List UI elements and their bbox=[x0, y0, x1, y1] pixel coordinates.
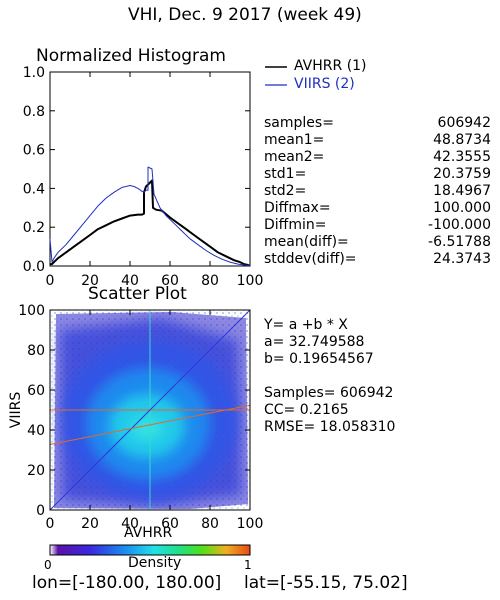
samples-text: Samples= 606942 bbox=[264, 385, 394, 401]
scatter-overlay bbox=[50, 310, 250, 510]
stat-label: stddev(diff)= bbox=[264, 251, 357, 267]
scatter-x-tick-label: 40 bbox=[121, 516, 139, 532]
series-line-avhrr bbox=[50, 179, 251, 267]
page-title: VHI, Dec. 9 2017 (week 49) bbox=[128, 5, 362, 25]
scatter-y-tick-label: 60 bbox=[27, 383, 45, 399]
scatter-x-tick-label: 60 bbox=[161, 516, 179, 532]
legend-label-avhrr: AVHRR (1) bbox=[294, 58, 367, 74]
regression-equation: Y= a +b * X bbox=[264, 317, 348, 333]
stat-value: -100.000 bbox=[428, 217, 491, 233]
scatter-title: Scatter Plot bbox=[88, 284, 187, 304]
scatter-y-tick-label: 20 bbox=[27, 463, 45, 479]
colorbar-min: 0 bbox=[44, 558, 52, 572]
stat-value: 24.3743 bbox=[433, 251, 491, 267]
scatter-x-tick-label: 100 bbox=[237, 516, 264, 532]
regression-line bbox=[50, 404, 250, 445]
stat-label: mean2= bbox=[264, 149, 325, 165]
regression-b: b= 0.19654567 bbox=[264, 351, 374, 367]
histogram-series bbox=[49, 166, 251, 267]
scatter-axes: 0 20 40 60 80 100 0 20 40 60 80 100 bbox=[18, 303, 263, 532]
scatter-ylabel: VIIRS bbox=[8, 391, 25, 429]
hist-y-tick-label: 0.0 bbox=[23, 259, 45, 275]
series-line-viirs bbox=[49, 166, 251, 267]
legend-label-viirs: VIIRS (2) bbox=[294, 76, 355, 92]
stat-value: 48.8734 bbox=[433, 132, 491, 148]
histogram-frame bbox=[49, 71, 251, 267]
stat-label: mean1= bbox=[264, 132, 325, 148]
stat-label: std1= bbox=[264, 166, 307, 182]
stat-value: 42.3555 bbox=[433, 149, 491, 165]
stat-value: -6.51788 bbox=[428, 234, 491, 250]
stat-label: std2= bbox=[264, 183, 307, 199]
hist-x-tick-label: 80 bbox=[201, 273, 219, 289]
histogram-axes: 0 20 40 60 80 100 0.0 0.2 0.4 0.6 0.8 1.0 bbox=[23, 65, 264, 289]
one-to-one-line bbox=[50, 310, 250, 510]
stat-label: Diffmax= bbox=[264, 200, 331, 216]
hist-y-tick-label: 0.2 bbox=[23, 220, 45, 236]
stat-value: 606942 bbox=[437, 115, 491, 131]
footer-lon: lon=[-180.00, 180.00] bbox=[32, 573, 222, 593]
colorbar bbox=[49, 544, 251, 556]
hist-x-tick-label: 0 bbox=[46, 273, 55, 289]
hist-y-tick-label: 0.4 bbox=[23, 181, 45, 197]
scatter-y-tick-label: 80 bbox=[27, 343, 45, 359]
scatter-x-tick-label: 0 bbox=[46, 516, 55, 532]
scatter-y-tick-label: 100 bbox=[18, 303, 45, 319]
regression-a: a= 32.749588 bbox=[264, 334, 365, 350]
colorbar-max: 1 bbox=[244, 558, 252, 572]
scatter-frame bbox=[49, 309, 251, 511]
colorbar-label: Density bbox=[128, 555, 182, 571]
stat-label: Diffmin= bbox=[264, 217, 327, 233]
hist-y-tick-label: 1.0 bbox=[23, 65, 45, 81]
hist-x-tick-label: 100 bbox=[237, 273, 264, 289]
scatter-y-tick-label: 0 bbox=[36, 503, 45, 519]
scatter-x-tick-label: 20 bbox=[81, 516, 99, 532]
hist-y-tick-label: 0.8 bbox=[23, 104, 45, 120]
cc-text: CC= 0.2165 bbox=[264, 402, 349, 418]
scatter-y-tick-label: 40 bbox=[27, 423, 45, 439]
stat-value: 20.3759 bbox=[433, 166, 491, 182]
scatter-xlabel: AVHRR bbox=[124, 525, 173, 541]
hist-x-tick-label: 20 bbox=[81, 273, 99, 289]
hist-x-tick-label: 40 bbox=[121, 273, 139, 289]
hist-y-tick-label: 0.6 bbox=[23, 143, 45, 159]
rmse-text: RMSE= 18.058310 bbox=[264, 419, 396, 435]
stat-value: 100.000 bbox=[433, 200, 491, 216]
stat-label: samples= bbox=[264, 115, 334, 131]
footer-lat: lat=[-55.15, 75.02] bbox=[244, 573, 408, 593]
histogram-title: Normalized Histogram bbox=[36, 46, 226, 66]
stat-value: 18.4967 bbox=[433, 183, 491, 199]
stat-label: mean(diff)= bbox=[264, 234, 349, 250]
scatter-x-tick-label: 80 bbox=[201, 516, 219, 532]
hist-x-tick-label: 60 bbox=[161, 273, 179, 289]
